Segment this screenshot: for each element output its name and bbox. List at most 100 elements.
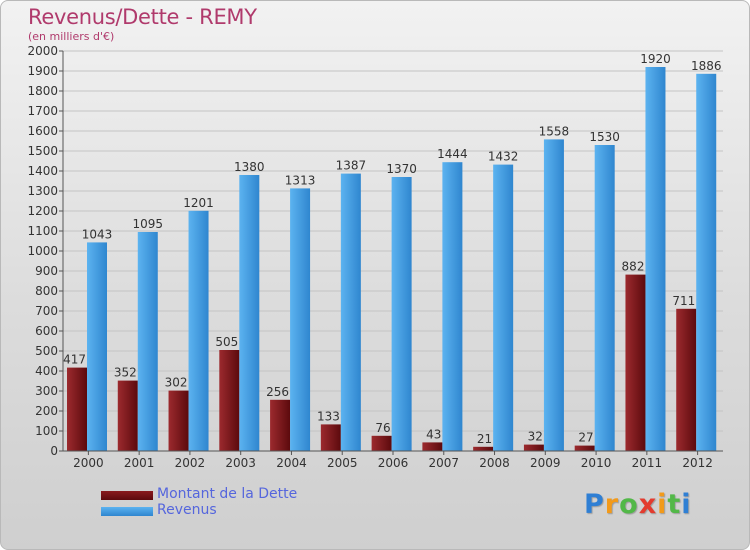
y-tick-label: 100 — [35, 424, 58, 438]
data-label-revenus: 1558 — [539, 124, 570, 138]
x-tick-label: 2006 — [378, 456, 409, 470]
x-tick-label: 2000 — [73, 456, 104, 470]
data-label-revenus: 1444 — [437, 147, 468, 161]
proxiti-logo: Proxiti — [584, 489, 692, 520]
logo-letter: o — [619, 489, 639, 520]
data-label-revenus: 1095 — [132, 217, 163, 231]
bar-revenus — [442, 162, 463, 451]
data-label-revenus: 1043 — [82, 227, 113, 241]
bar-dette — [523, 444, 544, 451]
axes: 0 100 200 300 400 500 600 700 800 900 1000 1100 1200… — [27, 44, 723, 470]
x-tick-label: 2002 — [175, 456, 206, 470]
y-tick-label: 1600 — [27, 124, 58, 138]
data-label-dette: 256 — [266, 385, 289, 399]
bar-dette — [270, 399, 291, 451]
data-label-dette: 43 — [426, 427, 441, 441]
y-tick-label: 1400 — [27, 164, 58, 178]
y-tick-label: 2000 — [27, 44, 58, 58]
bar-dette — [676, 308, 697, 451]
bar-revenus — [391, 177, 412, 451]
legend-swatch-revenus — [101, 507, 153, 516]
data-label-revenus: 1201 — [183, 196, 214, 210]
data-label-revenus: 1313 — [285, 173, 316, 187]
x-tick-label: 2007 — [428, 456, 459, 470]
data-label-dette: 76 — [375, 421, 390, 435]
x-tick-label: 2005 — [327, 456, 358, 470]
x-tick-label: 2001 — [124, 456, 155, 470]
logo-letter: i — [681, 489, 692, 520]
bar-revenus — [645, 67, 666, 451]
data-label-revenus: 1387 — [336, 159, 367, 173]
data-label-dette: 133 — [317, 409, 340, 423]
chart-subtitle: (en milliers d'€) — [28, 30, 115, 43]
logo-letter: P — [584, 489, 605, 520]
bar-revenus — [87, 242, 107, 451]
y-tick-label: 0 — [50, 444, 58, 458]
x-tick-label: 2003 — [225, 456, 256, 470]
data-label-revenus: 1370 — [386, 162, 417, 176]
y-tick-label: 1800 — [27, 84, 58, 98]
logo-letter: i — [657, 489, 668, 520]
x-tick-label: 2008 — [479, 456, 510, 470]
y-tick-label: 1900 — [27, 64, 58, 78]
legend-label-debt: Montant de la Dette — [157, 486, 298, 502]
y-tick-label: 800 — [35, 284, 58, 298]
y-tick-label: 500 — [35, 344, 58, 358]
x-tick-label: 2004 — [276, 456, 307, 470]
x-tick-label: 2009 — [530, 456, 561, 470]
data-label-revenus: 1432 — [488, 150, 519, 164]
bar-dette — [320, 424, 341, 451]
data-label-dette: 27 — [578, 431, 593, 445]
bar-revenus — [340, 173, 361, 451]
y-tick-label: 1200 — [27, 204, 58, 218]
bar-revenus — [493, 164, 514, 451]
bar-revenus — [543, 139, 564, 451]
bar-dette — [422, 442, 443, 451]
data-label-revenus: 1920 — [640, 52, 671, 66]
bar-dette — [219, 350, 240, 451]
y-tick-label: 300 — [35, 384, 58, 398]
chart-title: Revenus/Dette - REMY — [28, 5, 257, 29]
bar-revenus — [290, 188, 311, 451]
data-label-dette: 32 — [528, 430, 543, 444]
y-tick-label: 1000 — [27, 244, 58, 258]
data-label-dette: 505 — [215, 335, 238, 349]
bar-revenus — [594, 145, 615, 451]
data-label-revenus: 1886 — [691, 59, 722, 73]
y-tick-label: 200 — [35, 404, 58, 418]
bar-revenus — [137, 232, 158, 451]
x-tick-label: 2011 — [632, 456, 663, 470]
legend-label-revenus: Revenus — [157, 502, 217, 518]
bars — [67, 67, 717, 452]
data-label-dette: 417 — [63, 353, 86, 367]
bar-dette — [67, 367, 87, 451]
bar-revenus — [188, 210, 209, 451]
y-tick-label: 700 — [35, 304, 58, 318]
bar-revenus — [239, 175, 260, 451]
y-tick-label: 1700 — [27, 104, 58, 118]
x-tick-label: 2012 — [682, 456, 713, 470]
data-labels: 417 1043 352 1095 302 1201 505 1380 256 1313 133 13… — [63, 52, 721, 446]
logo-letter: x — [638, 489, 658, 520]
y-tick-label: 400 — [35, 364, 58, 378]
data-label-dette: 352 — [114, 366, 137, 380]
bar-dette — [371, 435, 392, 451]
y-tick-label: 1300 — [27, 184, 58, 198]
legend-swatch-debt — [101, 491, 153, 500]
bar-dette — [473, 446, 494, 451]
data-label-revenus: 1530 — [589, 130, 620, 144]
data-label-dette: 21 — [477, 432, 492, 446]
y-tick-label: 1100 — [27, 224, 58, 238]
x-tick-label: 2010 — [581, 456, 612, 470]
data-label-dette: 882 — [622, 260, 645, 274]
logo-letter: r — [604, 489, 620, 520]
data-label-revenus: 1380 — [234, 160, 265, 174]
bar-dette — [168, 390, 189, 451]
data-label-dette: 711 — [672, 294, 695, 308]
y-tick-label: 1500 — [27, 144, 58, 158]
bar-dette — [574, 445, 595, 451]
logo-letter: t — [667, 489, 682, 520]
bar-dette — [625, 274, 646, 451]
